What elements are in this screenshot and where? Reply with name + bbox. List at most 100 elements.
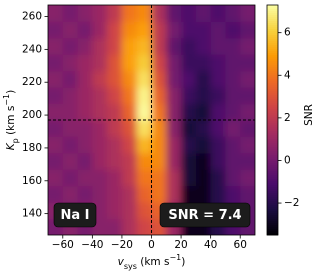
heatmap-cell [121, 87, 138, 105]
colorbar-step [267, 11, 278, 14]
colorbar-step [267, 195, 278, 198]
heatmap-cell [136, 185, 152, 203]
colorbar-step [267, 95, 278, 98]
heatmap-cell [107, 152, 123, 170]
colorbar-step [267, 105, 278, 108]
heatmap-cell [225, 152, 241, 170]
heatmap-cell [77, 136, 93, 154]
colorbar-step [267, 77, 278, 80]
colorbar-step [267, 177, 278, 180]
heatmap-cell [210, 169, 226, 187]
colorbar-tick-label: −2 [284, 197, 299, 209]
x-tick-label: −20 [111, 239, 133, 251]
heatmap-cell [48, 169, 64, 187]
heatmap-cell [121, 152, 138, 170]
heatmap-cell [195, 87, 212, 105]
heatmap-cell [166, 5, 182, 22]
heatmap-cell [210, 136, 226, 154]
heatmap-cell [48, 152, 64, 170]
heatmap-cell [240, 103, 255, 121]
y-tick-label: 140 [22, 208, 42, 220]
heatmap-cell [121, 5, 138, 22]
heatmap-cell [225, 5, 241, 22]
heatmap-cell [181, 5, 197, 22]
heatmap-cell [136, 70, 152, 88]
x-tick-label: 60 [234, 239, 247, 251]
heatmap-cell [195, 5, 212, 22]
heatmap-cell [181, 21, 197, 39]
heatmap-cell [240, 5, 255, 22]
heatmap-cell [151, 21, 167, 39]
heatmap-cell [77, 103, 93, 121]
colorbar-step [267, 191, 278, 194]
x-axis-label-part: −1 [169, 253, 181, 262]
colorbar-step [267, 125, 278, 128]
colorbar-step [267, 193, 278, 196]
heatmap-cell [62, 5, 79, 22]
colorbar-tick-label: 2 [284, 112, 291, 124]
colorbar-step [267, 117, 278, 120]
colorbar-step [267, 61, 278, 64]
colorbar-step [267, 119, 278, 122]
colorbar-step [267, 115, 278, 118]
heatmap-cell [92, 136, 108, 154]
heatmap-cell [107, 37, 123, 55]
y-tick-label: 160 [22, 175, 42, 187]
heatmap-cell [62, 169, 79, 187]
colorbar-step [267, 23, 278, 26]
heatmap-cell [121, 54, 138, 72]
colorbar-step [267, 187, 278, 190]
heatmap-cell [210, 5, 226, 22]
heatmap-cell [107, 136, 123, 154]
heatmap-cell [107, 218, 123, 235]
colorbar-step [267, 93, 278, 96]
heatmap-cell [166, 70, 182, 88]
heatmap-cell [136, 37, 152, 55]
colorbar-step [267, 101, 278, 104]
colorbar-step [267, 227, 278, 230]
annotation-box [53, 202, 97, 228]
heatmap-cell [136, 5, 152, 22]
heatmap-cell [77, 120, 93, 137]
heatmap-cell [195, 21, 212, 39]
colorbar-step [267, 133, 278, 136]
heatmap-cell [62, 21, 79, 39]
heatmap-cell [62, 54, 79, 72]
heatmap-cell [240, 169, 255, 187]
colorbar-step [267, 231, 278, 234]
colorbar-step [267, 121, 278, 124]
heatmap-cell [77, 5, 93, 22]
heatmap-cell [210, 54, 226, 72]
colorbar-step [267, 97, 278, 100]
heatmap-cell [195, 169, 212, 187]
heatmap-cell [136, 169, 152, 187]
colorbar-step [267, 67, 278, 70]
heatmap-cell [92, 120, 108, 137]
heatmap-cell [225, 169, 241, 187]
annotation-box [159, 202, 251, 228]
heatmap-cell [121, 169, 138, 187]
colorbar-step [267, 83, 278, 86]
x-tick-label: 40 [204, 239, 217, 251]
colorbar-step [267, 113, 278, 116]
colorbar-step [267, 173, 278, 176]
heatmap-cell [48, 103, 64, 121]
heatmap-cell [181, 103, 197, 121]
colorbar-step [267, 209, 278, 212]
colorbar-step [267, 171, 278, 174]
heatmap-cell [107, 70, 123, 88]
colorbar-step [267, 89, 278, 92]
heatmap-cell [136, 54, 152, 72]
heatmap-cell [121, 136, 138, 154]
colorbar-step [267, 129, 278, 132]
heatmap-cell [181, 37, 197, 55]
colorbar-step [267, 81, 278, 84]
colorbar-step [267, 211, 278, 214]
colorbar-step [267, 207, 278, 210]
colorbar-step [267, 17, 278, 20]
colorbar-step [267, 223, 278, 226]
heatmap-cell [166, 169, 182, 187]
heatmap-cell [77, 54, 93, 72]
heatmap-cell [107, 54, 123, 72]
